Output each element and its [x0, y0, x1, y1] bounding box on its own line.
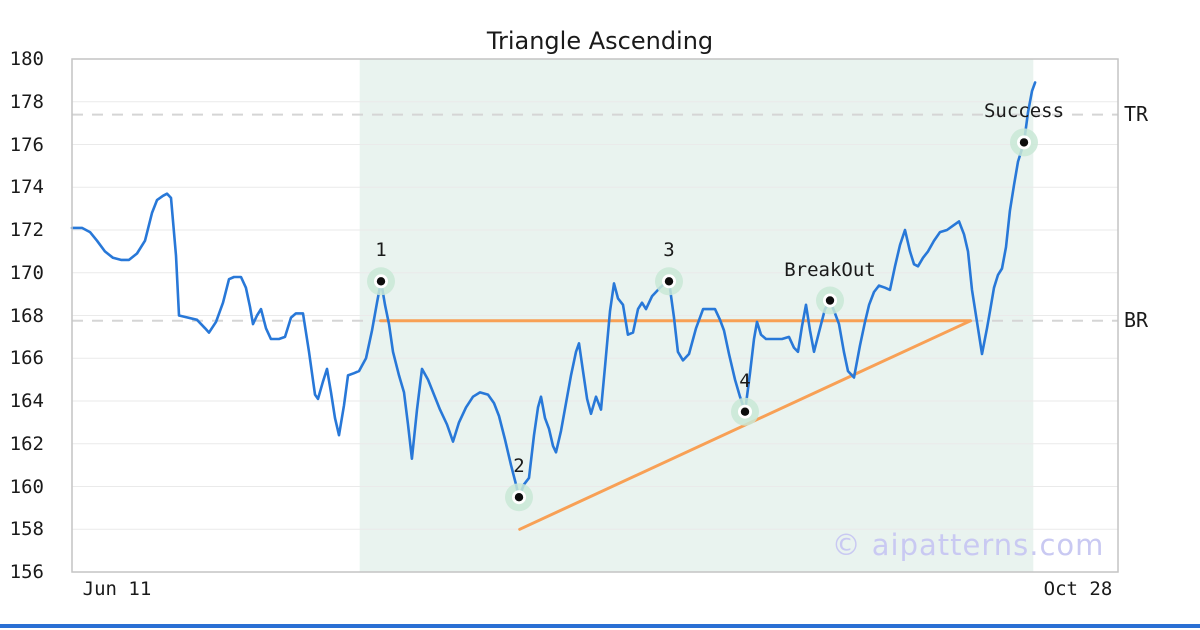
x-tick-label: Oct 28 [1043, 578, 1113, 600]
marker-dot [376, 277, 386, 286]
y-tick-label: 176 [9, 134, 44, 156]
annotation-label-breakout: BreakOut [784, 259, 876, 281]
plot-frame [71, 58, 1119, 573]
y-tick-label: 178 [9, 91, 44, 113]
y-tick-label: 162 [9, 433, 44, 455]
y-tick-label: 170 [9, 262, 44, 284]
marker-dot [664, 277, 674, 286]
marker-dot [1019, 138, 1029, 147]
y-tick-label: 168 [9, 305, 44, 327]
y-tick-label: 160 [9, 476, 44, 498]
annotation-label-2: 2 [513, 455, 525, 477]
marker-dot [825, 296, 835, 305]
annotation-label-4: 4 [739, 370, 751, 392]
marker-dot [740, 407, 750, 416]
y-tick-label: 164 [9, 390, 44, 412]
y-tick-label: 174 [9, 176, 44, 198]
y-tick-label: 158 [9, 518, 44, 540]
watermark: © aipatterns.com [831, 528, 1105, 562]
footer-accent-bar [0, 624, 1200, 628]
y-tick-label: 166 [9, 347, 44, 369]
chart-title: Triangle Ascending [486, 27, 714, 55]
marker-dot [514, 493, 524, 502]
annotation-label-1: 1 [375, 239, 387, 261]
level-label-tr: TR [1124, 102, 1149, 126]
y-tick-label: 156 [9, 561, 44, 583]
annotation-label-success: Success [983, 100, 1065, 122]
x-tick-label: Jun 11 [82, 578, 152, 600]
y-tick-label: 172 [9, 219, 44, 241]
price-line [70, 81, 1037, 499]
y-tick-label: 180 [9, 48, 44, 70]
level-label-br: BR [1124, 308, 1149, 332]
annotation-label-3: 3 [663, 239, 675, 261]
